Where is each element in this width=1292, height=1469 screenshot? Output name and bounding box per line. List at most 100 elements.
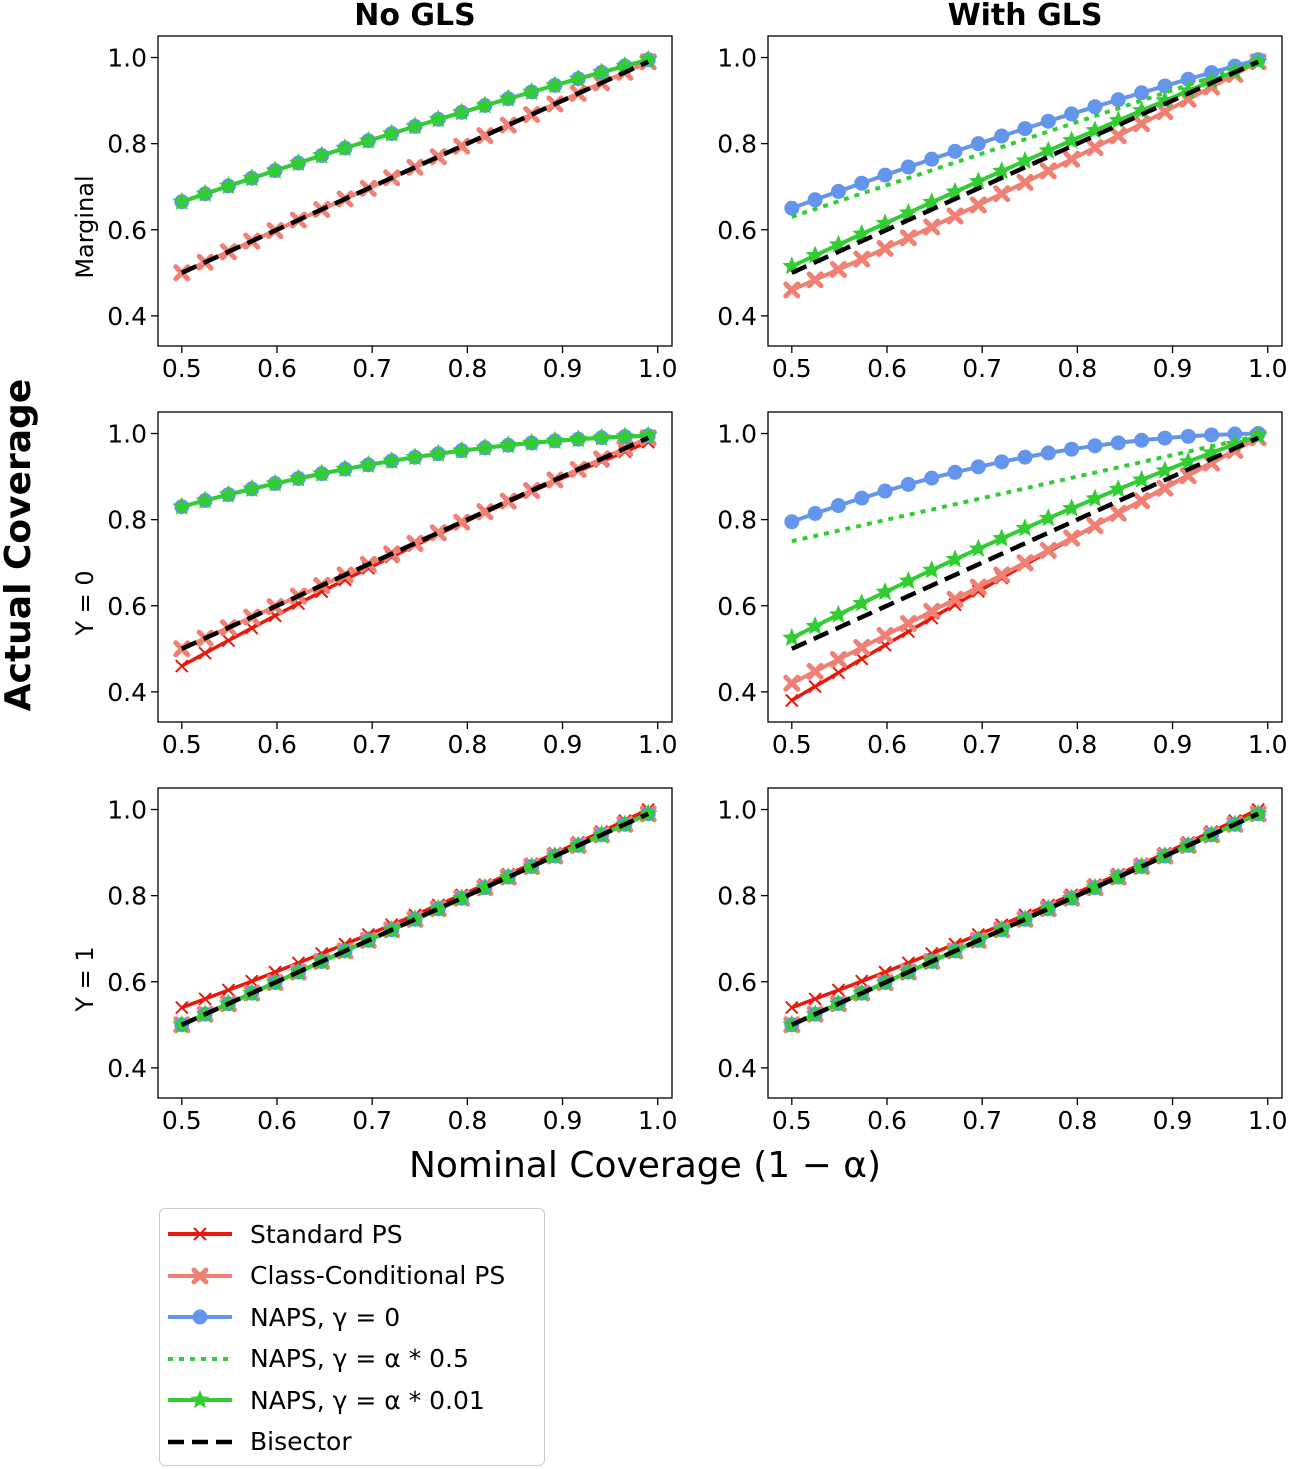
naps-0-marker [994, 454, 1010, 470]
y-tick-label: 0.8 [107, 882, 147, 911]
y-tick-label: 1.0 [717, 796, 757, 825]
legend-label: Bisector [250, 1427, 352, 1456]
legend-symbol [168, 1267, 232, 1284]
naps-0-01-marker [898, 571, 918, 590]
series-line [180, 811, 650, 1027]
x-tick-label: 0.6 [257, 1106, 297, 1135]
naps-0-marker [1204, 427, 1220, 443]
legend-symbol [168, 1309, 232, 1325]
y-tick-label: 0.6 [107, 592, 147, 621]
naps-0-marker [1040, 445, 1056, 461]
class-conditional-ps-marker [1133, 115, 1151, 133]
plot-area [172, 802, 658, 1034]
naps-0-01-marker [1202, 442, 1222, 461]
legend-item: Standard PS [160, 1213, 403, 1255]
axes-frame [157, 35, 673, 347]
legend: Standard PS Class-Conditional PS NAPS, γ =… [159, 1208, 545, 1466]
class-conditional-ps-marker [899, 615, 917, 633]
axes-frame [767, 411, 1283, 723]
class-conditional-ps-marker [783, 674, 801, 692]
naps-0-marker [1227, 426, 1243, 442]
y-tick-label: 1.0 [717, 44, 757, 73]
naps-0-01-marker [428, 443, 448, 462]
class-conditional-ps-marker [946, 590, 964, 608]
naps-0-01-marker [828, 604, 848, 623]
class-conditional-ps-marker [1063, 529, 1081, 547]
series-naps-0-01 [172, 49, 658, 210]
x-tick-label: 0.7 [352, 730, 392, 759]
class-conditional-ps-marker [969, 578, 987, 596]
axes-frame [157, 411, 673, 723]
series-line [180, 435, 650, 651]
y-tick-label: 0.4 [107, 302, 147, 331]
naps-0-01-marker [1202, 71, 1222, 90]
class-conditional-ps-marker [969, 196, 987, 214]
series-naps-0 [784, 426, 1266, 530]
series-line [791, 433, 1259, 544]
x-tick-label: 0.9 [543, 1106, 583, 1135]
legend-label: NAPS, γ = α * 0.01 [250, 1385, 485, 1415]
axes-frame [767, 35, 1283, 347]
class-conditional-ps-marker [1016, 173, 1034, 191]
naps-0-01-marker [218, 176, 238, 195]
y-tick-label: 0.8 [717, 130, 757, 159]
x-tick-label: 0.7 [962, 354, 1002, 383]
naps-0-01-marker [1062, 888, 1082, 907]
legend-marker [192, 1309, 208, 1325]
naps-0-01-marker [242, 478, 262, 497]
class-conditional-ps-marker [829, 650, 847, 668]
naps-0-01-marker [312, 463, 332, 482]
naps-0-01-marker [852, 224, 872, 243]
naps-0-marker [784, 200, 800, 216]
naps-0-01-marker [1108, 867, 1128, 886]
series-standard-ps [175, 802, 655, 1015]
x-tick-label: 1.0 [1248, 1106, 1288, 1135]
naps-0-marker [1040, 113, 1056, 129]
naps-0-01-marker [875, 582, 895, 601]
naps-0-01-marker [592, 62, 612, 81]
standard-ps-marker [198, 646, 212, 660]
naps-0-01-marker [265, 160, 285, 179]
panel-6: 0.5 0.6 0.7 0.8 0.9 1.0 0.4 0.6 0.8 1.0 [717, 787, 1288, 1135]
naps-0-01-marker [545, 75, 565, 94]
series-line [180, 440, 649, 668]
x-tick-label: 0.9 [543, 730, 583, 759]
plot-area [172, 49, 658, 282]
standard-ps-marker [808, 992, 822, 1006]
naps-0-marker [924, 151, 940, 167]
class-conditional-ps-marker [1109, 504, 1127, 522]
naps-0-01-marker [498, 435, 518, 454]
series-bisector [180, 811, 650, 1027]
naps-0-marker [854, 490, 870, 506]
class-conditional-ps-marker [829, 261, 847, 279]
naps-0-01-marker [522, 432, 542, 451]
naps-0-01-marker [968, 538, 988, 557]
naps-0-marker [1017, 449, 1033, 465]
naps-0-marker [1157, 430, 1173, 446]
naps-0-01-marker [1085, 120, 1105, 139]
panel-title: With GLS [948, 0, 1103, 33]
class-conditional-ps-marker [1109, 127, 1127, 145]
class-conditional-ps-marker [876, 627, 894, 645]
series-naps-0-01 [782, 425, 1268, 647]
naps-0-marker [1017, 121, 1033, 137]
naps-0-01-marker [1038, 508, 1058, 527]
y-axis-label: Actual Coverage [0, 379, 39, 711]
naps-0-01-marker [1015, 150, 1035, 169]
row-label: Y = 0 [71, 570, 99, 636]
y-tick-label: 0.6 [717, 592, 757, 621]
naps-0-01-marker [522, 82, 542, 101]
naps-0-marker [1087, 99, 1103, 115]
naps-0-01-marker [852, 593, 872, 612]
naps-0-01-marker [992, 528, 1012, 547]
standard-ps-marker [785, 1000, 799, 1015]
x-tick-label: 0.6 [867, 1106, 907, 1135]
naps-0-01-marker [195, 183, 215, 202]
naps-0-01-marker [475, 437, 495, 456]
naps-0-01-marker [335, 459, 355, 478]
class-conditional-ps-marker [899, 229, 917, 247]
legend-item: NAPS, γ = α * 0.01 [160, 1379, 485, 1421]
naps-0-01-marker [1132, 469, 1152, 488]
row-label: Marginal [71, 175, 99, 278]
naps-0-01-marker [922, 560, 942, 579]
